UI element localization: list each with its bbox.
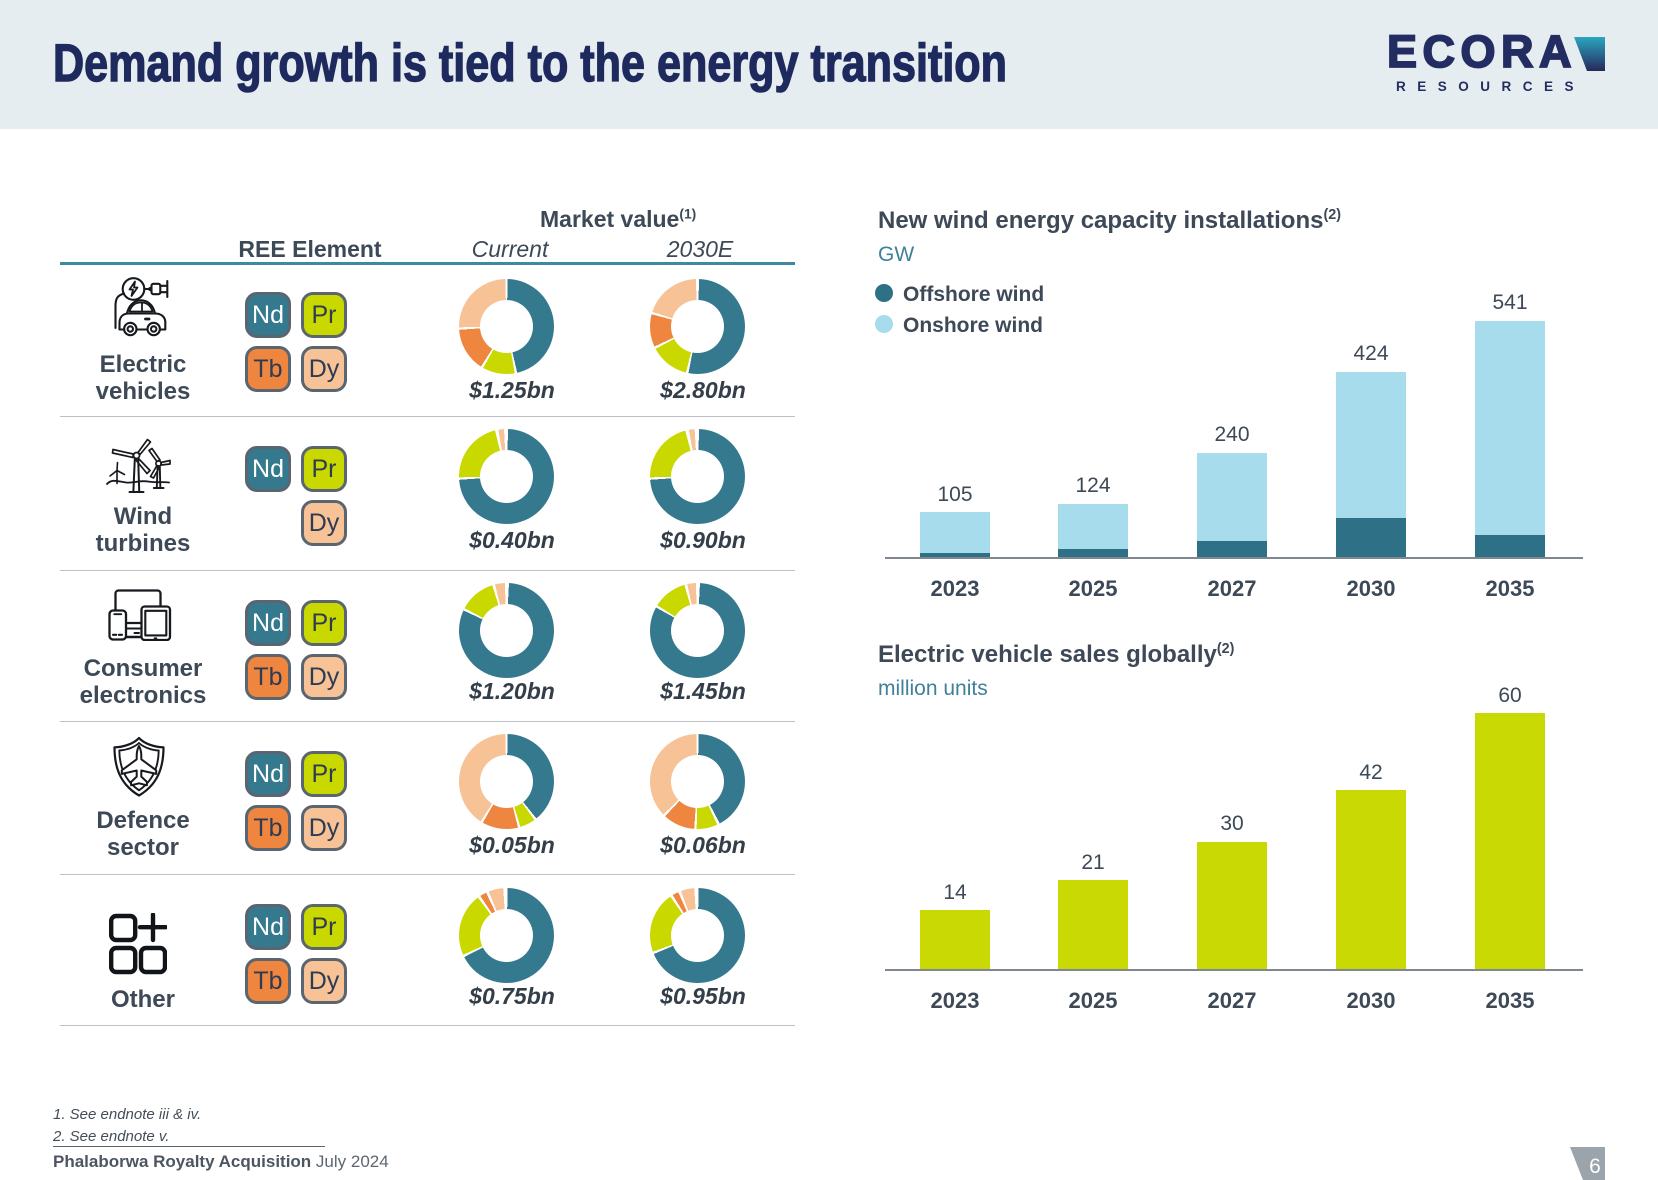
svg-text:6: 6 (1589, 1155, 1601, 1178)
